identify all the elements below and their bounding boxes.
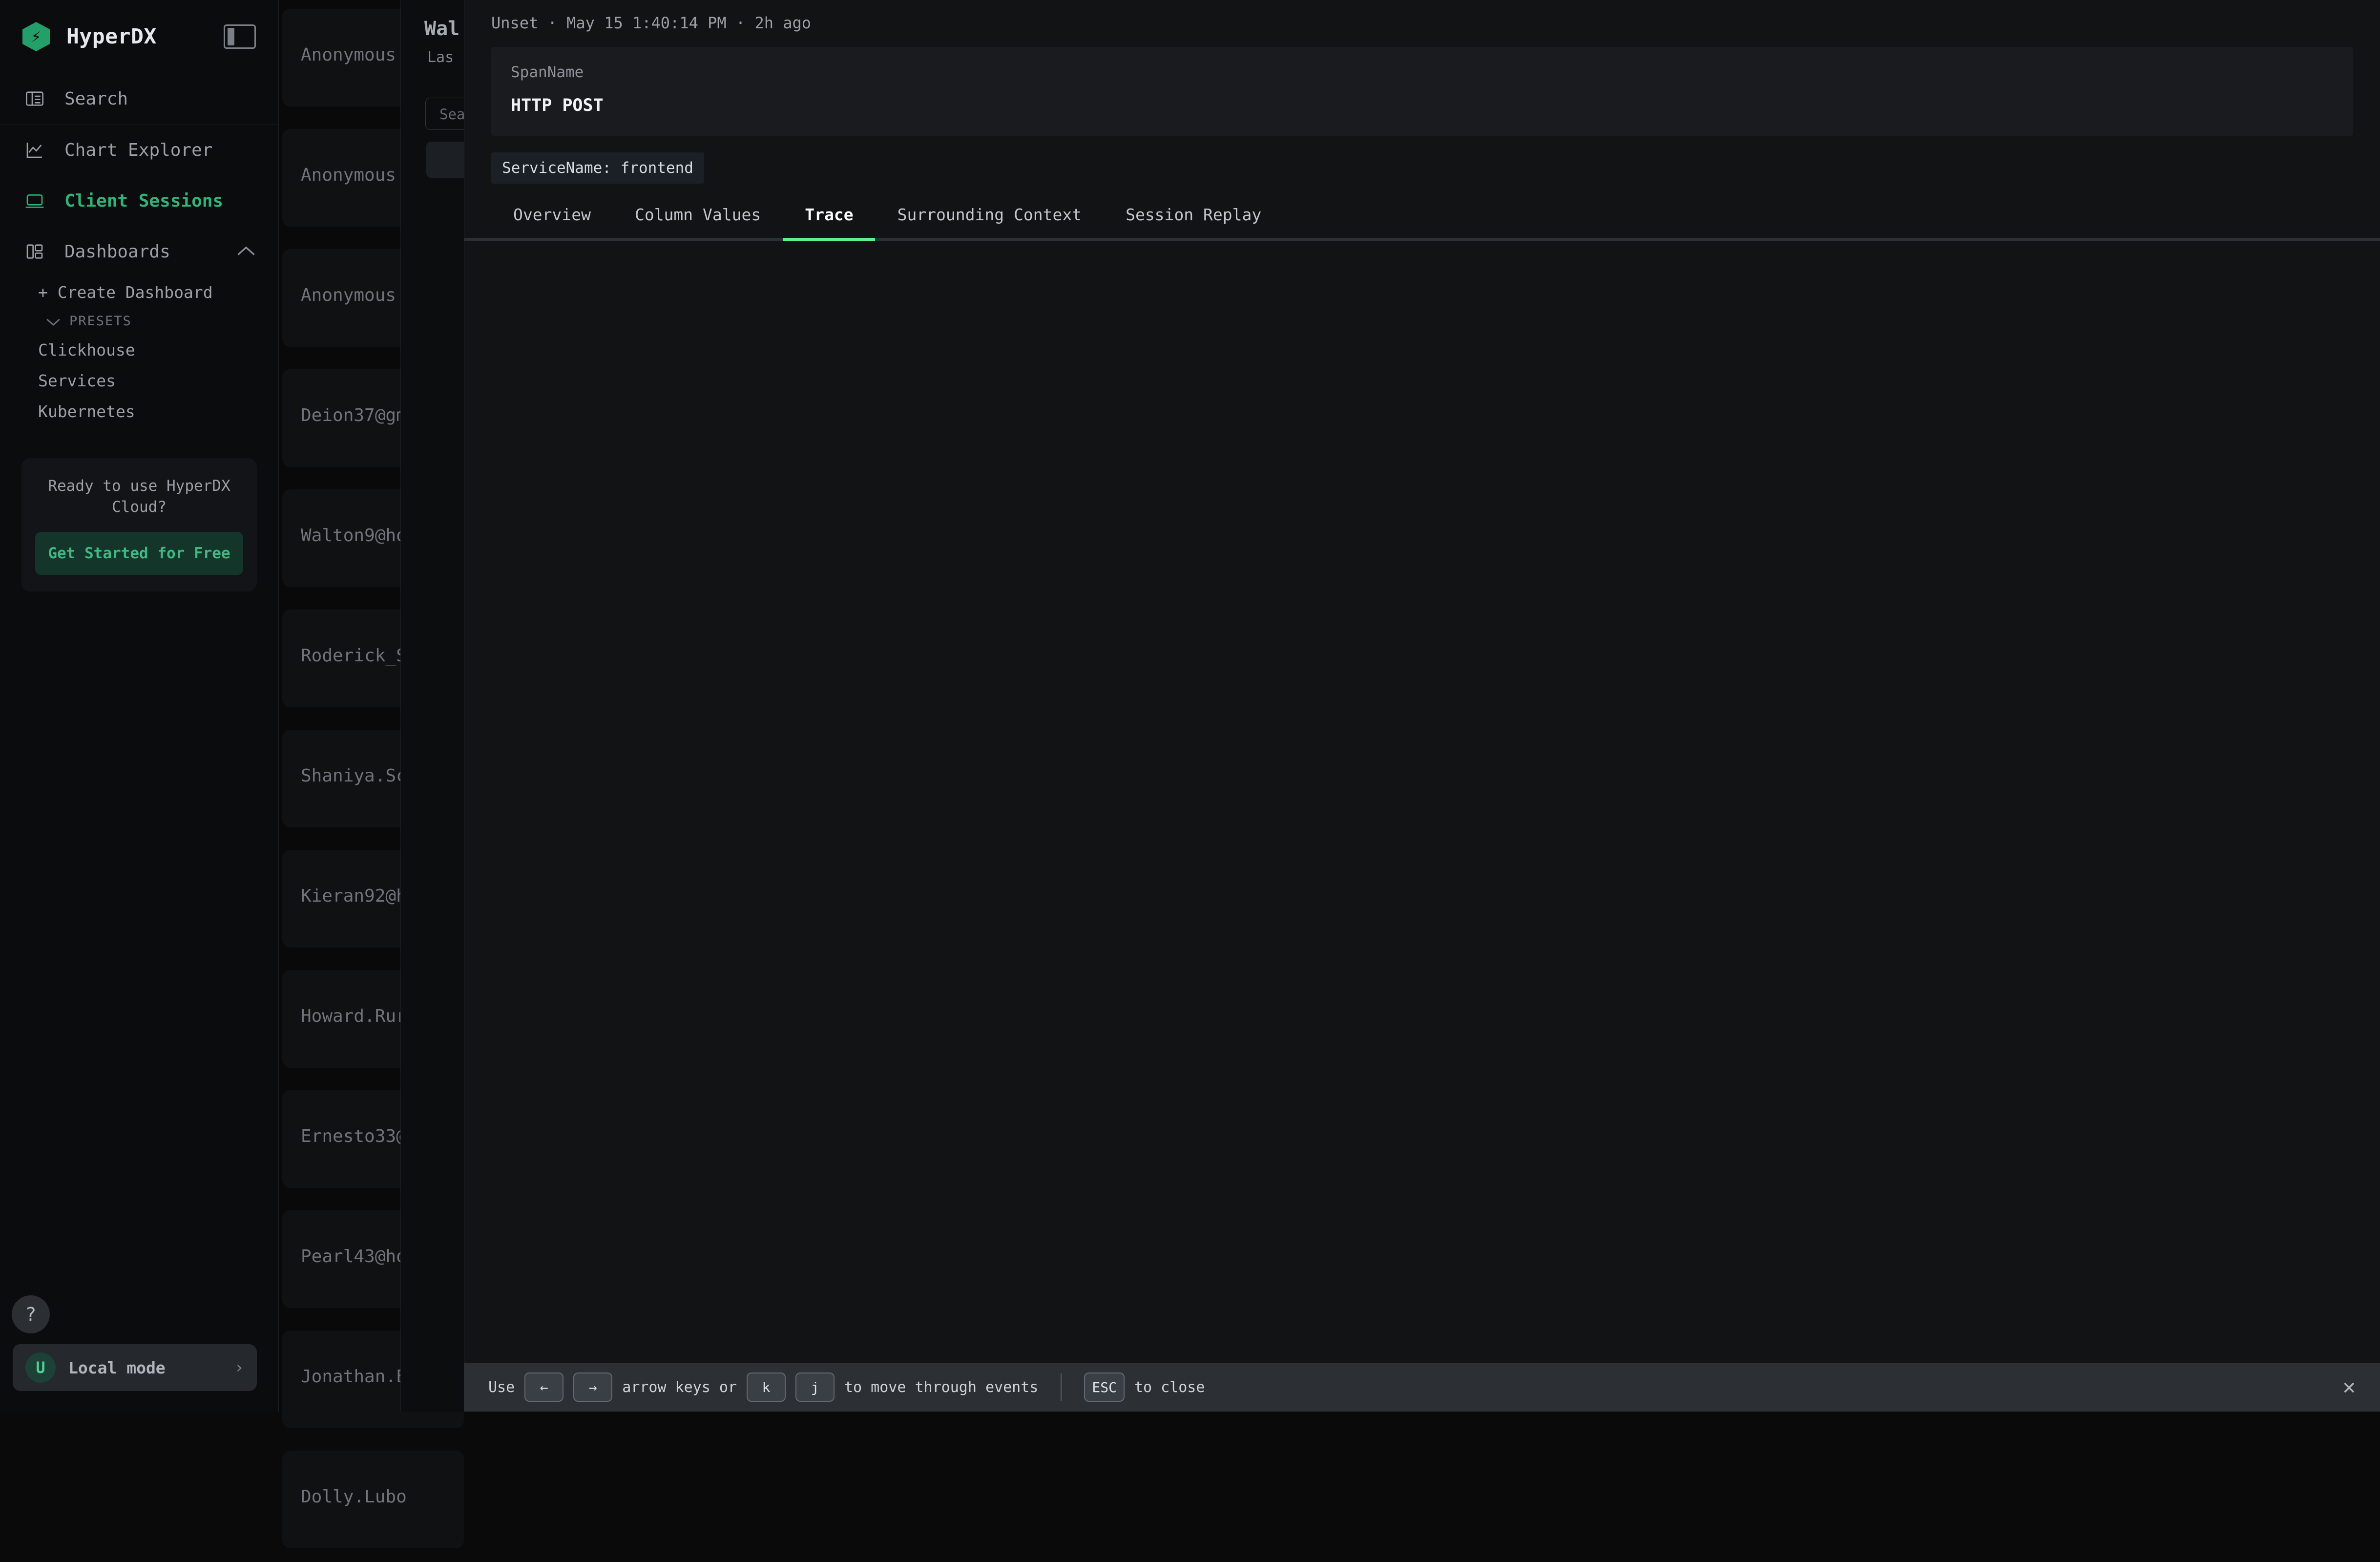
sidebar-item-label: Chart Explorer [64, 140, 213, 160]
session-user-name: Ernesto33@ [301, 1126, 407, 1146]
promo-title: Ready to use HyperDX Cloud? [48, 477, 230, 516]
key-j[interactable]: j [795, 1372, 835, 1402]
span-name-card: SpanName HTTP POST [491, 47, 2353, 136]
dashboards-submenu: + Create Dashboard PRESETS Clickhouse Se… [0, 277, 278, 427]
sidebar-item-kubernetes[interactable]: Kubernetes [38, 402, 135, 421]
sidebar-item-label: Client Sessions [64, 190, 224, 211]
session-user-name: Jonathan.E [301, 1367, 407, 1387]
session-user-name: Deion37@gm [301, 405, 407, 425]
session-user-name: Howard.Rur [301, 1006, 407, 1026]
line-chart-icon [21, 139, 48, 161]
arrow-hint-text: arrow keys or [622, 1378, 737, 1396]
tab-column-values[interactable]: Column Values [634, 205, 761, 224]
tab-trace[interactable]: Trace [805, 205, 854, 224]
sidebar-item-client-sessions[interactable]: Client Sessions [0, 175, 278, 226]
tab-overview[interactable]: Overview [513, 205, 591, 224]
create-dashboard-link[interactable]: + Create Dashboard [38, 283, 213, 302]
session-user-name: Anonymous [301, 285, 397, 305]
chevron-up-icon[interactable] [235, 242, 257, 262]
keyboard-hint-bar: Use ← → arrow keys or k j to move throug… [464, 1363, 2380, 1412]
background-panel-title: Wal [424, 18, 460, 40]
help-icon[interactable]: ? [12, 1295, 50, 1333]
sidebar-item-label: Dashboards [64, 241, 170, 262]
user-label: Local mode [68, 1358, 166, 1377]
sidebar-item-dashboards[interactable]: Dashboards [0, 226, 278, 277]
hyperdx-logo-icon: ⚡ [22, 22, 50, 51]
key-arrow-right[interactable]: → [573, 1372, 613, 1402]
event-detail-modal: Unset · May 15 1:40:14 PM · 2h ago SpanN… [464, 0, 2380, 1412]
cloud-promo-card: Ready to use HyperDX Cloud? Get Started … [21, 458, 257, 591]
session-user-name: Anonymous [301, 45, 397, 65]
sidebar: ⚡ HyperDX Search Chart Explorer Client S… [0, 0, 279, 1412]
sidebar-item-clickhouse[interactable]: Clickhouse [38, 340, 135, 359]
chevron-right-icon: › [234, 1358, 244, 1377]
move-hint-text: to move through events [844, 1378, 1039, 1396]
close-hint-text: to close [1134, 1378, 1205, 1396]
background-panel-subtitle: Las [427, 49, 454, 66]
toggle-sidebar-icon[interactable] [224, 24, 256, 49]
presets-label: PRESETS [69, 314, 132, 329]
session-user-name: Dolly.Lubo [301, 1487, 407, 1507]
get-started-button[interactable]: Get Started for Free [35, 531, 243, 575]
brand-name: HyperDX [66, 24, 157, 49]
sidebar-item-search[interactable]: Search [0, 73, 278, 124]
session-user-name: Roderick_S [301, 646, 407, 666]
avatar: U [25, 1352, 56, 1383]
tab-underline [464, 238, 2380, 241]
list-icon [21, 88, 48, 109]
session-user-name: Anonymous [301, 165, 397, 185]
event-meta: Unset · May 15 1:40:14 PM · 2h ago [491, 14, 812, 32]
session-user-name: Kieran92@h [301, 886, 407, 906]
key-k[interactable]: k [747, 1372, 786, 1402]
user-menu-button[interactable]: U Local mode › [13, 1344, 257, 1391]
divider [1061, 1373, 1062, 1401]
modal-tab-bar: Overview Column Values Trace Surrounding Co… [464, 205, 2380, 241]
sidebar-item-label: Search [64, 88, 128, 109]
session-user-name: Shaniya.Sc [301, 766, 407, 786]
service-name-tag[interactable]: ServiceName: frontend [491, 152, 704, 184]
layout-icon [21, 241, 48, 262]
session-user-name: Walton9@ho [301, 526, 407, 546]
use-label: Use [488, 1378, 515, 1396]
close-icon[interactable]: ✕ [2342, 1374, 2356, 1399]
session-user-name: Pearl43@ho [301, 1246, 407, 1266]
tab-session-replay[interactable]: Session Replay [1126, 205, 1262, 224]
session-list-item[interactable]: Dolly.Lubo [278, 1442, 464, 1562]
span-name-label: SpanName [511, 63, 584, 81]
tab-active-indicator [783, 238, 875, 241]
brand-header: ⚡ HyperDX [0, 0, 278, 73]
key-esc[interactable]: ESC [1084, 1372, 1125, 1402]
sidebar-item-services[interactable]: Services [38, 371, 116, 390]
monitor-icon [21, 190, 48, 211]
tab-surrounding-context[interactable]: Surrounding Context [897, 205, 1082, 224]
span-name-value: HTTP POST [511, 96, 604, 115]
sidebar-item-chart-explorer[interactable]: Chart Explorer [0, 124, 278, 175]
key-arrow-left[interactable]: ← [524, 1372, 564, 1402]
presets-group-toggle[interactable]: PRESETS [0, 308, 278, 335]
